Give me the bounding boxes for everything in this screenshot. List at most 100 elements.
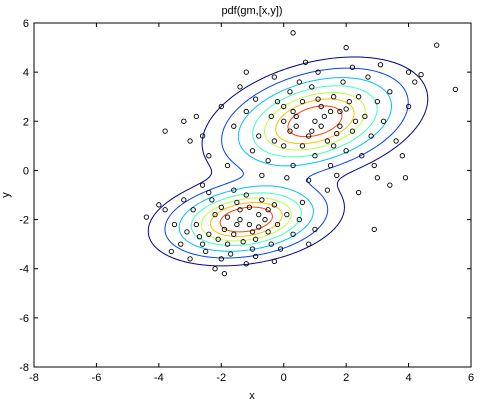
data-point — [306, 241, 312, 247]
data-point — [187, 138, 193, 144]
data-point — [252, 96, 259, 102]
y-tick-label: 0 — [23, 165, 29, 177]
data-point — [227, 251, 234, 257]
data-point — [359, 153, 365, 159]
data-point — [193, 221, 199, 228]
contour-level-3 — [178, 77, 393, 252]
data-point — [434, 42, 440, 48]
data-point — [196, 234, 203, 240]
data-point — [277, 246, 284, 252]
data-point — [209, 197, 215, 203]
y-tick-label: 4 — [23, 67, 29, 79]
y-axis: -8 -6 -4 -2 0 2 4 6 — [19, 18, 471, 374]
x-axis: -8 -6 -4 -2 0 2 4 6 — [29, 23, 474, 384]
data-point — [249, 148, 256, 154]
data-point — [181, 118, 187, 124]
chart-title: pdf(gm,[x,y]) — [221, 5, 282, 17]
data-point — [324, 187, 331, 193]
data-point — [315, 96, 321, 102]
data-point — [284, 175, 290, 181]
y-tick-label: -4 — [19, 264, 29, 276]
data-point — [312, 226, 318, 233]
data-point — [321, 113, 327, 120]
x-tick-label: 2 — [343, 372, 349, 384]
data-point — [290, 162, 296, 169]
data-point — [268, 113, 274, 120]
data-point — [343, 44, 349, 51]
data-point — [293, 113, 299, 120]
data-point — [237, 207, 243, 213]
data-point — [299, 199, 306, 206]
data-point — [337, 123, 343, 129]
data-point — [221, 226, 228, 233]
data-point — [290, 30, 296, 36]
data-point — [315, 69, 321, 75]
data-point — [193, 113, 199, 120]
data-point — [206, 153, 212, 159]
data-point — [199, 133, 206, 139]
data-point — [393, 138, 399, 144]
data-point — [331, 143, 337, 149]
data-point — [265, 157, 271, 164]
y-tick-label: -8 — [19, 362, 29, 374]
data-point — [252, 253, 259, 260]
plot-area — [33, 22, 472, 368]
contour-level-2 — [164, 67, 409, 259]
data-point — [371, 162, 377, 169]
data-point — [206, 231, 212, 237]
x-tick-label: -6 — [92, 372, 102, 384]
data-point — [206, 189, 212, 196]
data-point — [212, 266, 218, 272]
data-point — [187, 256, 193, 262]
data-point — [256, 224, 262, 230]
data-point — [268, 241, 274, 247]
data-point — [199, 182, 206, 188]
data-point — [418, 71, 424, 78]
data-point — [271, 74, 277, 80]
data-point — [374, 98, 381, 105]
data-point — [327, 162, 334, 169]
data-point — [218, 103, 224, 110]
data-point — [243, 108, 249, 115]
y-tick-label: -2 — [19, 215, 29, 227]
data-point — [309, 84, 315, 90]
x-tick-label: -8 — [29, 372, 39, 384]
data-points — [143, 30, 459, 277]
data-point — [365, 74, 371, 80]
x-tick-label: -4 — [154, 372, 164, 384]
data-point — [171, 221, 178, 228]
data-point — [337, 108, 343, 115]
data-point — [271, 258, 277, 264]
data-point — [402, 175, 409, 181]
data-point — [224, 162, 231, 169]
data-point — [299, 143, 306, 149]
data-point — [293, 123, 299, 129]
data-point — [249, 229, 256, 235]
data-point — [355, 189, 362, 196]
data-point — [224, 214, 231, 220]
data-point — [199, 241, 206, 247]
data-point — [352, 118, 359, 124]
x-tick-label: 4 — [406, 372, 412, 384]
data-point — [452, 86, 459, 92]
data-point — [178, 241, 184, 247]
data-point — [349, 128, 356, 134]
data-point — [243, 69, 249, 75]
x-axis-label: x — [249, 390, 255, 402]
data-point — [271, 202, 277, 208]
x-tick-label: -2 — [216, 372, 226, 384]
data-point — [405, 69, 412, 75]
data-point — [249, 246, 256, 252]
data-point — [243, 192, 249, 198]
data-point — [234, 221, 240, 228]
data-point — [252, 236, 259, 242]
data-point — [387, 182, 393, 188]
density-contours — [147, 56, 429, 267]
data-point — [387, 89, 393, 95]
data-point — [306, 177, 312, 183]
data-point — [299, 98, 306, 105]
contour-level-4 — [190, 85, 378, 247]
data-point — [240, 239, 246, 245]
data-point — [162, 128, 168, 134]
